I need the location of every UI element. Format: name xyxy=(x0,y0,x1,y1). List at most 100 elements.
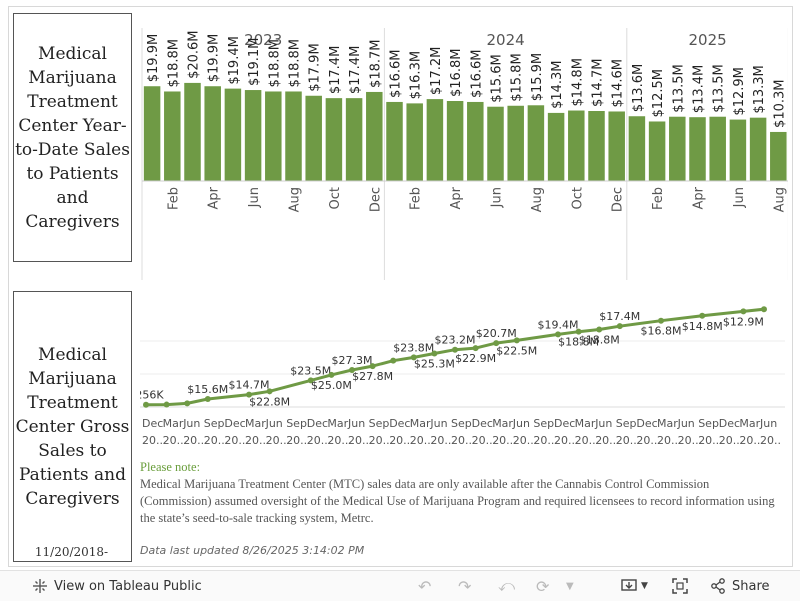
point-value-label: $20.7M xyxy=(476,327,517,340)
fullscreen-button[interactable] xyxy=(672,571,688,601)
bar xyxy=(426,99,444,181)
fullscreen-icon xyxy=(672,578,688,594)
bar-value-label: $18.8M xyxy=(166,39,181,87)
note-heading: Please note: xyxy=(140,460,201,474)
x-tick-label: 20.. xyxy=(430,434,451,447)
x-tick-label: 20.. xyxy=(451,434,472,447)
bar xyxy=(588,111,605,181)
redo-button[interactable]: ↷ xyxy=(458,571,471,601)
line-point xyxy=(349,366,355,373)
bar xyxy=(648,121,666,181)
gross-line-chart: $256K $15.6M$14.7M $22.8M $23.5M $25.0M $27.3… xyxy=(140,306,785,447)
bar xyxy=(547,112,565,181)
bar-value-label: $13.4M xyxy=(692,65,707,113)
bar-value-label: $17.9M xyxy=(308,43,323,91)
x-tick-label: Dec xyxy=(142,417,163,430)
x-tick-label: 20.. xyxy=(719,434,740,447)
month-tick-label: Jun xyxy=(247,187,262,208)
month-tick-label: Aug xyxy=(288,187,303,212)
month-tick-label: Oct xyxy=(570,187,585,209)
point-value-label: $27.3M xyxy=(332,354,373,367)
bar-value-label: $13.5M xyxy=(712,64,727,112)
x-tick-label: Mar xyxy=(657,417,678,430)
bar xyxy=(467,101,484,181)
x-tick-label: 20.. xyxy=(348,434,369,447)
point-value-label: $14.8M xyxy=(682,320,723,333)
line-point xyxy=(575,328,582,335)
point-value-label: $23.8M xyxy=(393,341,434,354)
bar xyxy=(345,98,363,181)
x-tick-label: 20.. xyxy=(636,434,657,447)
line-point xyxy=(555,331,561,338)
line-point xyxy=(184,400,191,407)
pause-dropdown[interactable]: ▼ xyxy=(566,571,574,601)
pause-icon: ▼ xyxy=(566,580,574,592)
point-value-label: $23.2M xyxy=(435,334,476,347)
x-tick-label: Sep xyxy=(616,417,637,430)
line-point xyxy=(616,323,623,330)
x-tick-label: Jun xyxy=(429,417,447,430)
x-tick-label: Jun xyxy=(182,417,200,430)
x-tick-label: 20.. xyxy=(678,434,699,447)
month-tick-label: Feb xyxy=(166,187,181,210)
x-tick-label: 20.. xyxy=(142,434,163,447)
bar-value-label: $16.6M xyxy=(469,50,484,98)
x-tick-label: Dec xyxy=(307,417,328,430)
gross-date-range: 11/20/2018- xyxy=(34,545,109,559)
bar xyxy=(487,106,504,181)
x-tick-label: 20.. xyxy=(698,434,719,447)
x-tick-label: 20.. xyxy=(533,434,554,447)
line-point xyxy=(493,340,500,347)
bar xyxy=(204,86,221,181)
point-value-label: $14.7M xyxy=(229,379,270,392)
point-value-label: $25.0M xyxy=(311,379,352,392)
line-point xyxy=(163,401,170,408)
revert-button[interactable]: ⤺ xyxy=(498,571,515,601)
bar xyxy=(406,103,423,181)
bar-value-label: $20.6M xyxy=(187,30,202,78)
year-header: 2023 xyxy=(244,31,282,49)
bar-value-label: $16.3M xyxy=(409,51,424,99)
x-tick-label: 20.. xyxy=(266,434,287,447)
x-tick-label: 20.. xyxy=(492,434,513,447)
bar xyxy=(164,91,181,181)
download-button[interactable]: ▼ xyxy=(621,571,648,601)
undo-button[interactable]: ↶ xyxy=(418,571,431,601)
point-value-label: $27.8M xyxy=(352,370,393,383)
bar-value-label: $10.3M xyxy=(772,80,787,128)
x-tick-label: Jun xyxy=(594,417,612,430)
month-tick-label: Feb xyxy=(409,187,424,210)
redo-icon: ↷ xyxy=(458,576,472,596)
line-point xyxy=(369,363,376,370)
month-tick-label: Apr xyxy=(207,186,222,209)
x-tick-label: Mar xyxy=(410,417,431,430)
bar xyxy=(143,86,161,181)
line-point xyxy=(266,388,273,395)
x-tick-label: 20.. xyxy=(183,434,204,447)
refresh-button[interactable]: ⟳ xyxy=(536,571,549,601)
gross-title: Medical Marijuana Treatment Center Gross… xyxy=(15,344,130,509)
line-point xyxy=(390,357,397,364)
x-tick-label: Sep xyxy=(369,417,390,430)
share-button[interactable]: Share xyxy=(710,571,770,601)
month-tick-label: Aug xyxy=(772,187,787,212)
view-on-tableau-link[interactable]: View on Tableau Public xyxy=(32,571,202,601)
ytd-title-box: Medical Marijuana Treatment Center Year-… xyxy=(13,13,132,262)
bar xyxy=(305,95,322,181)
point-value-label: $256K xyxy=(140,389,164,402)
point-value-label: $12.9M xyxy=(723,315,764,328)
x-tick-label: Mar xyxy=(327,417,348,430)
line-point xyxy=(596,326,603,333)
line-point xyxy=(328,371,335,378)
bar xyxy=(265,91,282,181)
bar-value-label: $16.8M xyxy=(449,49,464,97)
bar xyxy=(325,98,343,181)
x-tick-label: Mar xyxy=(492,417,513,430)
year-header: 2024 xyxy=(487,31,525,49)
x-tick-label: Jun xyxy=(759,417,777,430)
x-tick-label: Mar xyxy=(163,417,184,430)
ytd-title: Medical Marijuana Treatment Center Year-… xyxy=(15,43,130,232)
bar xyxy=(770,131,787,181)
bar-value-label: $19.9M xyxy=(146,34,161,82)
x-tick-label: Sep xyxy=(698,417,719,430)
